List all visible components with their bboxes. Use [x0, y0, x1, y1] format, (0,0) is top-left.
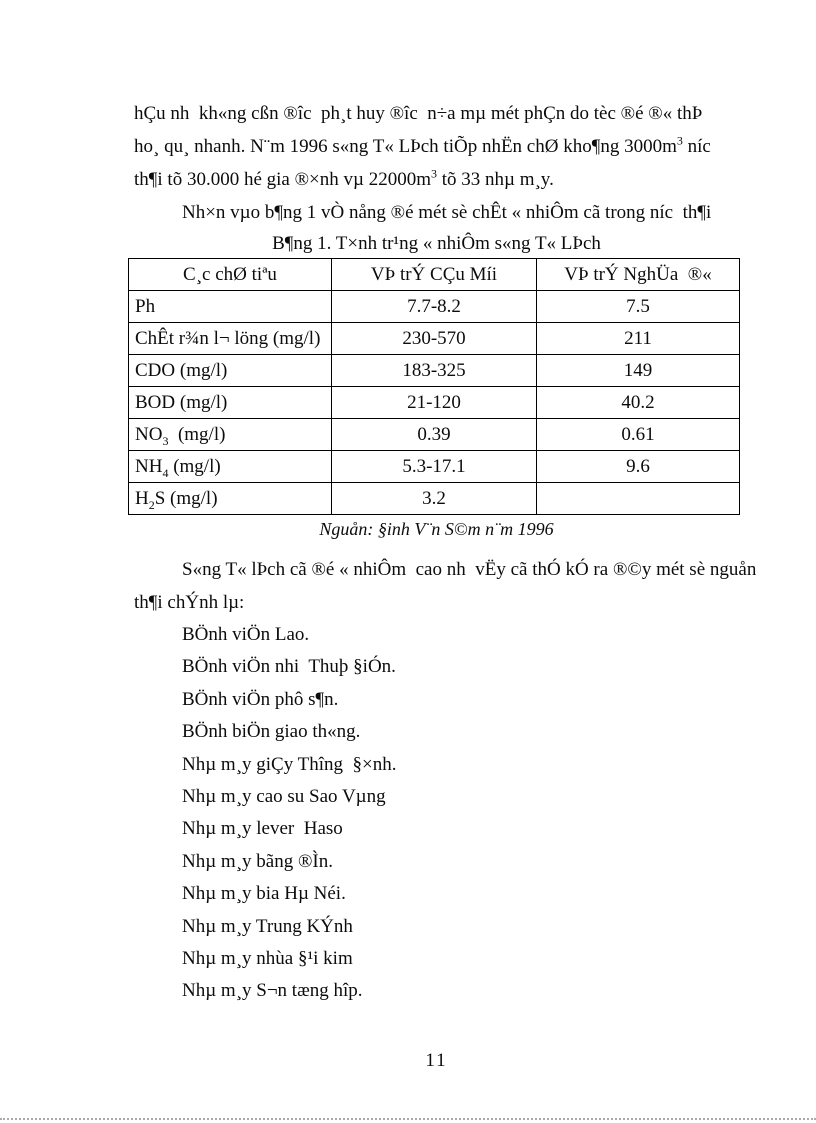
list-item: Nhµ m¸y cao su Sao Vµng [182, 786, 386, 808]
value-cell: 7.7-8.2 [331, 290, 537, 323]
value-cell: 0.61 [536, 418, 740, 451]
table-caption: B¶ng 1. T×nh tr¹ng « nhiÔm s«ng T« LÞch [272, 233, 601, 254]
param-cell: Ph [128, 290, 332, 323]
param-cell: CDO (mg/l) [128, 354, 332, 387]
text-run: ho¸ qu¸ nhanh. N¨m 1996 s«ng T« LÞch tiÕ… [134, 136, 677, 157]
table-row: ChÊt r¾n l¬ löng (mg/l) 230-570 211 [128, 322, 740, 355]
list-item: BÖnh biÖn giao th«ng. [182, 721, 361, 743]
paragraph-line: th¶i chÝnh lµ: [134, 592, 245, 613]
list-item: Nhµ m¸y lever Haso [182, 818, 343, 840]
column-header-cau-moi: VÞ trÝ CÇu Míi [331, 258, 537, 291]
table-row: CDO (mg/l) 183-325 149 [128, 354, 740, 387]
paragraph-line: ho¸ qu¸ nhanh. N¨m 1996 s«ng T« LÞch tiÕ… [134, 130, 739, 163]
column-header-nghia-do: VÞ trÝ NghÜa ®« [536, 258, 740, 291]
list-item: BÖnh viÖn nhi Thuþ §iÓn. [182, 656, 396, 678]
column-header-criteria: C¸c chØ tiªu [128, 258, 332, 291]
paragraph-2: Nh×n vµo b¶ng 1 vÒ nång ®é mét sè chÊt «… [182, 202, 712, 223]
list-item: Nhµ m¸y S¬n tæng hîp. [182, 980, 363, 1002]
param-cell: H2S (mg/l) [128, 482, 332, 515]
list-item: BÖnh viÖn phô s¶n. [182, 688, 339, 710]
text-run: níc [682, 136, 711, 157]
list-item: Nhµ m¸y bia Hµ Néi. [182, 883, 346, 905]
table-row: BOD (mg/l) 21-120 40.2 [128, 386, 740, 419]
table-header-row: C¸c chØ tiªu VÞ trÝ CÇu Míi VÞ trÝ NghÜa… [128, 258, 740, 291]
value-cell: 21-120 [331, 386, 537, 419]
paragraph-line: th¶i tõ 30.000 hé gia ®×nh vµ 22000m3 tõ… [134, 163, 739, 196]
table-row: H2S (mg/l) 3.2 [128, 482, 740, 515]
pollution-source-list: BÖnh viÖn Lao. BÖnh viÖn nhi Thuþ §iÓn. … [134, 619, 739, 1008]
value-cell: 5.3-17.1 [331, 450, 537, 483]
param-cell: NO3 (mg/l) [128, 418, 332, 451]
source-note: Nguån: §inh V¨n S©m n¨m 1996 [319, 519, 554, 539]
subscript: 3 [162, 433, 169, 448]
value-cell: 149 [536, 354, 740, 387]
param-cell: NH4 (mg/l) [128, 450, 332, 483]
paragraph-1: hÇu nh kh«ng cßn ®îc ph¸t huy ®îc n÷a mµ… [134, 97, 739, 196]
value-cell: 183-325 [331, 354, 537, 387]
page-number: 11 [425, 1050, 448, 1071]
value-cell: 3.2 [331, 482, 537, 515]
table-row: NO3 (mg/l) 0.39 0.61 [128, 418, 740, 451]
text-column: hÇu nh kh«ng cßn ®îc ph¸t huy ®îc n÷a mµ… [128, 97, 757, 1008]
list-item: Nhµ m¸y nhùa §¹i kim [182, 948, 353, 970]
value-cell: 0.39 [331, 418, 537, 451]
superscript: 3 [676, 133, 683, 148]
subscript: 2 [148, 497, 155, 512]
value-cell [536, 482, 740, 515]
text-run: tõ 33 nhµ m¸y. [436, 169, 554, 190]
table-row: NH4 (mg/l) 5.3-17.1 9.6 [128, 450, 740, 483]
pollution-table: C¸c chØ tiªu VÞ trÝ CÇu Míi VÞ trÝ NghÜa… [128, 258, 740, 515]
list-item: Nhµ m¸y giÇy Thîng §×nh. [182, 753, 397, 775]
paragraph-line: hÇu nh kh«ng cßn ®îc ph¸t huy ®îc n÷a mµ… [134, 103, 703, 124]
list-item: BÖnh viÖn Lao. [182, 624, 310, 645]
subscript: 4 [162, 465, 169, 480]
param-cell: ChÊt r¾n l¬ löng (mg/l) [128, 322, 332, 355]
list-item: Nhµ m¸y Trung KÝnh [182, 915, 353, 937]
table-row: Ph 7.7-8.2 7.5 [128, 290, 740, 323]
param-cell: BOD (mg/l) [128, 386, 332, 419]
paragraph-3: S«ng T« lÞch cã ®é « nhiÔm cao nh vËy cã… [134, 553, 757, 619]
value-cell: 40.2 [536, 386, 740, 419]
value-cell: 211 [536, 322, 740, 355]
value-cell: 7.5 [536, 290, 740, 323]
text-run: th¶i tõ 30.000 hé gia ®×nh vµ 22000m [134, 169, 431, 190]
list-item: Nhµ m¸y bãng ®Ìn. [182, 850, 333, 872]
paragraph-line: S«ng T« lÞch cã ®é « nhiÔm cao nh vËy cã… [182, 559, 757, 580]
bottom-dotted-border [0, 1118, 816, 1120]
value-cell: 9.6 [536, 450, 740, 483]
value-cell: 230-570 [331, 322, 537, 355]
superscript: 3 [430, 166, 437, 181]
